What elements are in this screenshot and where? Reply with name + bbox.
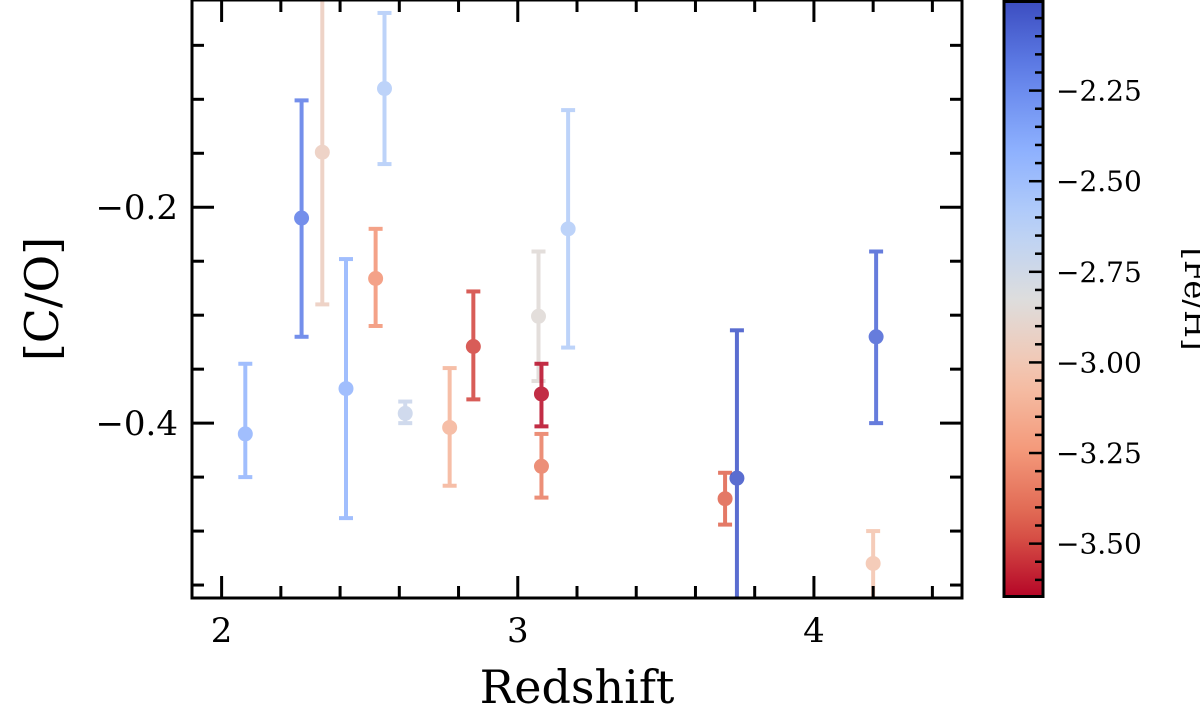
x-axis-label: Redshift bbox=[480, 660, 675, 714]
marker bbox=[237, 426, 253, 442]
data-point-6 bbox=[397, 399, 413, 426]
colorbar-tick-label: −3.00 bbox=[1056, 346, 1142, 379]
data-points bbox=[237, 0, 884, 598]
marker bbox=[533, 458, 549, 474]
x-tick-label: 4 bbox=[803, 611, 825, 651]
colorbar: −2.25 −2.50 −2.75 −3.00 −3.25 −3.50 bbox=[1002, 0, 1142, 598]
data-point-0 bbox=[237, 361, 253, 480]
data-point-9 bbox=[531, 249, 546, 384]
marker bbox=[465, 338, 481, 354]
colorbar-tick-label: −3.25 bbox=[1056, 437, 1142, 470]
data-point-7 bbox=[442, 366, 458, 488]
marker bbox=[368, 270, 384, 286]
colorbar-label: [Fe/H] bbox=[1177, 247, 1200, 350]
marker bbox=[314, 144, 330, 160]
colorbar-gradient bbox=[1004, 0, 1043, 598]
data-point-1 bbox=[294, 98, 310, 339]
colorbar-tick-label: −2.50 bbox=[1056, 165, 1142, 198]
data-point-15 bbox=[868, 249, 884, 426]
marker bbox=[729, 470, 745, 486]
marker bbox=[397, 405, 413, 421]
y-tick-label: −0.2 bbox=[95, 188, 178, 228]
colorbar-tick-label: −2.25 bbox=[1056, 75, 1142, 108]
colorbar-tick-label: −3.50 bbox=[1056, 528, 1142, 561]
data-point-13 bbox=[717, 470, 733, 527]
data-point-14 bbox=[729, 328, 745, 598]
marker bbox=[377, 81, 392, 97]
colorbar-frame bbox=[1002, 0, 1045, 598]
y-axis-label: [C/O] bbox=[15, 237, 69, 361]
marker bbox=[865, 555, 881, 571]
data-point-11 bbox=[533, 431, 549, 500]
data-point-8 bbox=[465, 289, 481, 402]
marker bbox=[560, 221, 576, 237]
marker bbox=[717, 491, 733, 507]
data-point-4 bbox=[368, 226, 384, 328]
x-tick-label: 2 bbox=[211, 611, 233, 651]
data-point-16 bbox=[865, 529, 881, 598]
data-point-12 bbox=[560, 108, 576, 350]
data-point-10 bbox=[533, 361, 549, 429]
colorbar-tick-label: −2.75 bbox=[1056, 256, 1142, 289]
data-point-2 bbox=[314, 0, 330, 307]
marker bbox=[338, 381, 354, 397]
x-tick-label: 3 bbox=[507, 611, 529, 651]
data-point-5 bbox=[377, 10, 392, 167]
marker bbox=[531, 308, 546, 324]
plot-frame bbox=[190, 0, 964, 600]
y-tick-label: −0.4 bbox=[95, 404, 178, 444]
marker bbox=[294, 210, 310, 226]
marker bbox=[533, 386, 549, 402]
marker bbox=[868, 329, 884, 345]
data-point-3 bbox=[338, 257, 354, 521]
marker bbox=[442, 419, 458, 435]
axes: 2 3 4 −0.2 −0.4 bbox=[95, 0, 964, 651]
